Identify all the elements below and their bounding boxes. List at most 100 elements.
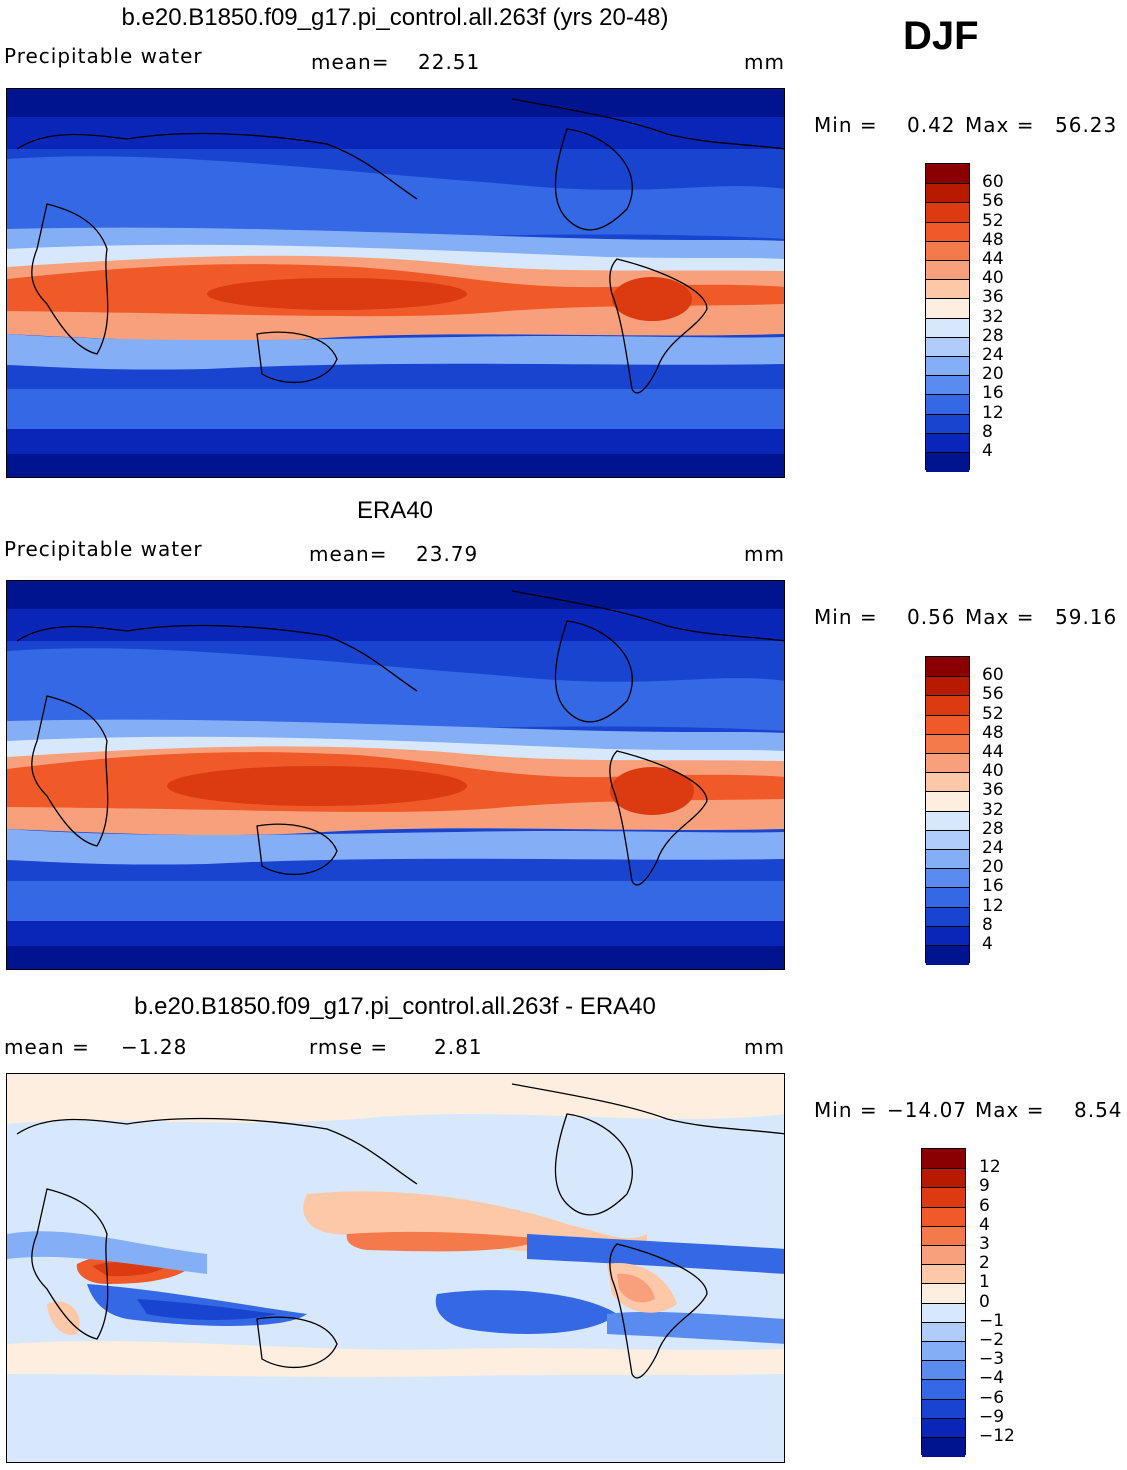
- rmse-label-diff: rmse =: [309, 1035, 389, 1059]
- colorbar-tick-label: 48: [982, 229, 1004, 250]
- colorbar-segment: [922, 1225, 965, 1246]
- colorbar-segment: [922, 1360, 965, 1381]
- colorbar-tick-label: 20: [982, 364, 1004, 385]
- mean-label-diff: mean =: [4, 1035, 90, 1059]
- colorbar-segment: [922, 1437, 965, 1458]
- colorbar-box: [925, 656, 970, 966]
- colorbar-segment: [926, 791, 969, 812]
- colorbar-tick-label: 28: [982, 818, 1004, 839]
- min-label-model: Min =: [814, 113, 878, 137]
- colorbar-tick-label: 20: [982, 857, 1004, 878]
- colorbar-segment: [926, 202, 969, 223]
- colorbar-tick-label: 0: [979, 1291, 990, 1312]
- map-diff: [6, 1073, 785, 1463]
- panel-title-model: b.e20.B1850.f09_g17.pi_control.all.263f …: [121, 4, 669, 31]
- panel-title-obs: ERA40: [356, 497, 434, 524]
- colorbar-tick-label: 4: [979, 1214, 990, 1235]
- rmse-value-diff: 2.81: [434, 1035, 483, 1059]
- colorbar-tick-label: 16: [982, 876, 1004, 897]
- colorbar-tick-label: 32: [982, 799, 1004, 820]
- max-label-model: Max =: [965, 113, 1035, 137]
- colorbar-tick-label: −3: [979, 1349, 1005, 1370]
- colorbar-segment: [926, 317, 969, 338]
- colorbar-tick-label: 52: [982, 210, 1004, 231]
- colorbar-segment: [926, 906, 969, 927]
- colorbar-tick-label: −12: [979, 1426, 1015, 1446]
- min-value-model: 0.42: [907, 113, 956, 137]
- colorbar-box: [921, 1148, 966, 1458]
- variable-label-obs: Precipitable water: [4, 537, 203, 561]
- colorbar-segment: [922, 1379, 965, 1400]
- units-label-obs: mm: [744, 542, 785, 566]
- colorbar-segment: [926, 183, 969, 204]
- colorbar-segment: [926, 925, 969, 946]
- max-label-obs: Max =: [965, 605, 1035, 629]
- colorbar-tick-label: 40: [982, 268, 1004, 289]
- colorbar-tick-label: 40: [982, 761, 1004, 782]
- colorbar-segment: [922, 1245, 965, 1266]
- mean-label-model: mean=: [311, 50, 390, 74]
- colorbar-tick-label: 4: [982, 441, 993, 461]
- colorbar-segment: [922, 1264, 965, 1285]
- colorbar-segment: [926, 772, 969, 793]
- units-label-model: mm: [744, 50, 785, 74]
- mean-value-diff: −1.28: [121, 1035, 188, 1059]
- colorbar-tick-label: 3: [979, 1234, 990, 1254]
- colorbar-segment: [926, 714, 969, 735]
- colorbar-segment: [926, 413, 969, 434]
- colorbar-segment: [926, 279, 969, 300]
- colorbar-segment: [922, 1302, 965, 1323]
- max-value-diff: 8.54: [1074, 1098, 1123, 1122]
- units-label-diff: mm: [744, 1035, 785, 1059]
- colorbar-segment: [926, 432, 969, 453]
- map-obs: [6, 580, 785, 970]
- colorbar-tick-label: 12: [979, 1157, 1001, 1178]
- colorbar-box: [925, 163, 970, 473]
- colorbar-tick-label: 48: [982, 722, 1004, 743]
- panel-title-diff: b.e20.B1850.f09_g17.pi_control.all.263f …: [134, 993, 656, 1020]
- colorbar-tick-label: 60: [982, 172, 1004, 193]
- colorbar-segment: [922, 1341, 965, 1362]
- variable-label-model: Precipitable water: [4, 44, 203, 68]
- colorbar-tick-label: −9: [979, 1406, 1005, 1427]
- colorbar-segment: [926, 298, 969, 319]
- colorbar-tick-label: 2: [979, 1253, 990, 1274]
- map-model: [6, 88, 785, 478]
- colorbar-segment: [926, 810, 969, 831]
- colorbar-segment: [922, 1283, 965, 1304]
- colorbar-tick-label: 56: [982, 684, 1004, 705]
- colorbar-segment: [926, 695, 969, 716]
- colorbar-tick-label: 8: [982, 421, 993, 442]
- min-label-obs: Min =: [814, 605, 878, 629]
- colorbar-segment: [926, 676, 969, 697]
- min-value-obs: 0.56: [907, 605, 956, 629]
- colorbar-segment: [922, 1187, 965, 1208]
- colorbar-segment: [926, 945, 969, 966]
- colorbar-segment: [926, 887, 969, 908]
- colorbar-segment: [926, 452, 969, 473]
- colorbar-segment: [922, 1168, 965, 1189]
- colorbar-segment: [926, 829, 969, 850]
- colorbar-tick-label: 24: [982, 345, 1004, 365]
- colorbar-tick-label: 60: [982, 665, 1004, 686]
- colorbar-segment: [926, 375, 969, 396]
- colorbar-segment: [926, 240, 969, 261]
- colorbar-tick-label: 56: [982, 191, 1004, 212]
- colorbar-tick-label: 12: [982, 402, 1004, 423]
- colorbar-tick-label: 16: [982, 383, 1004, 404]
- colorbar-segment: [922, 1149, 965, 1169]
- colorbar-segment: [926, 733, 969, 754]
- colorbar-tick-label: 44: [982, 249, 1004, 269]
- colorbar-tick-label: 36: [982, 287, 1004, 308]
- colorbar-tick-label: 28: [982, 325, 1004, 346]
- colorbar-segment: [922, 1398, 965, 1419]
- mean-label-obs: mean=: [309, 542, 388, 566]
- colorbar-segment: [926, 221, 969, 242]
- colorbar-tick-label: 32: [982, 306, 1004, 327]
- colorbar-tick-label: 44: [982, 742, 1004, 762]
- colorbar-segment: [926, 260, 969, 281]
- colorbar-tick-label: −2: [979, 1330, 1005, 1350]
- colorbar-segment: [922, 1417, 965, 1438]
- mean-value-obs: 23.79: [416, 542, 479, 566]
- season-label: DJF: [903, 14, 979, 58]
